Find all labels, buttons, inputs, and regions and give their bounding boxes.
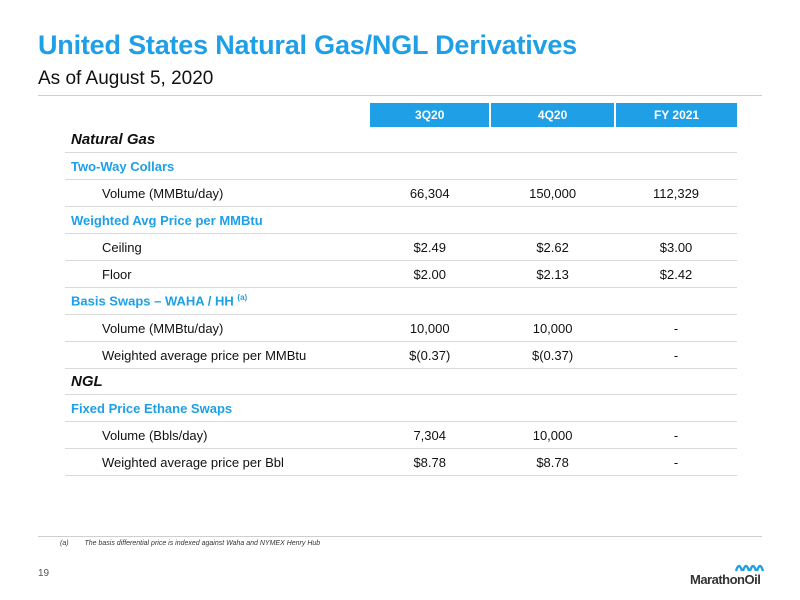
subsection-label: Two-Way Collars — [65, 152, 737, 180]
footnote-divider — [38, 536, 762, 537]
cell-value: $2.13 — [490, 260, 616, 288]
section-label: NGL — [65, 368, 737, 395]
footnote-mark: (a) — [60, 540, 69, 547]
cell-value: $3.00 — [615, 233, 737, 261]
table-row: Weighted average price per Bbl $8.78 $8.… — [65, 448, 737, 476]
row-label: Weighted average price per Bbl — [65, 448, 370, 476]
page-number: 19 — [38, 568, 50, 579]
subsection-label: Basis Swaps – WAHA / HH — [71, 293, 234, 309]
cell-value: $2.62 — [490, 233, 616, 261]
subsection-weighted-avg-price: Weighted Avg Price per MMBtu — [65, 206, 737, 234]
subsection-label: Fixed Price Ethane Swaps — [65, 394, 737, 422]
cell-value: - — [615, 448, 737, 476]
section-natural-gas: Natural Gas — [65, 127, 737, 153]
row-label: Volume (MMBtu/day) — [65, 314, 370, 342]
row-label: Floor — [65, 260, 370, 288]
subsection-two-way-collars: Two-Way Collars — [65, 152, 737, 180]
header-blank — [65, 103, 370, 127]
column-header-4q20: 4Q20 — [489, 103, 616, 127]
cell-value: $8.78 — [490, 448, 616, 476]
row-label: Ceiling — [65, 233, 370, 261]
column-header-fy2021: FY 2021 — [614, 103, 737, 127]
row-label: Volume (MMBtu/day) — [65, 179, 370, 207]
section-ngl: NGL — [65, 368, 737, 395]
table-row: Volume (MMBtu/day) 66,304 150,000 112,32… — [65, 179, 737, 207]
footnote: (a) The basis differential price is inde… — [60, 540, 320, 547]
cell-value: $(0.37) — [490, 341, 616, 369]
cell-value: 7,304 — [369, 421, 491, 449]
footnote-text: The basis differential price is indexed … — [84, 540, 321, 547]
title-divider — [38, 95, 762, 96]
page-title: United States Natural Gas/NGL Derivative… — [38, 30, 577, 60]
subsection-ethane-swaps: Fixed Price Ethane Swaps — [65, 394, 737, 422]
section-label: Natural Gas — [65, 127, 737, 153]
cell-value: 10,000 — [490, 421, 616, 449]
logo-mark-icon — [734, 564, 765, 572]
table-row: Volume (MMBtu/day) 10,000 10,000 - — [65, 314, 737, 342]
cell-value: $(0.37) — [369, 341, 491, 369]
table-header-row: 3Q20 4Q20 FY 2021 — [65, 103, 737, 127]
cell-value: - — [615, 421, 737, 449]
logo-text-oil: Oil — [744, 572, 761, 587]
column-header-3q20: 3Q20 — [368, 103, 491, 127]
derivatives-table: 3Q20 4Q20 FY 2021 Natural Gas Two-Way Co… — [65, 103, 737, 476]
table-row: Weighted average price per MMBtu $(0.37)… — [65, 341, 737, 369]
logo-text-marathon: Marathon — [690, 572, 745, 587]
cell-value: - — [615, 314, 737, 342]
marathon-oil-logo: MarathonOil — [690, 560, 766, 588]
logo-text: MarathonOil — [690, 572, 761, 587]
table-row: Ceiling $2.49 $2.62 $3.00 — [65, 233, 737, 261]
cell-value: $2.49 — [369, 233, 491, 261]
cell-value: $2.00 — [369, 260, 491, 288]
cell-value: $8.78 — [369, 448, 491, 476]
footnote-reference: (a) — [237, 293, 248, 303]
subsection-cell: Basis Swaps – WAHA / HH (a) — [65, 287, 737, 315]
cell-value: - — [615, 341, 737, 369]
row-label: Weighted average price per MMBtu — [65, 341, 370, 369]
cell-value: 150,000 — [490, 179, 616, 207]
table-row: Volume (Bbls/day) 7,304 10,000 - — [65, 421, 737, 449]
cell-value: 10,000 — [369, 314, 491, 342]
page-subtitle: As of August 5, 2020 — [38, 68, 214, 89]
cell-value: 10,000 — [490, 314, 616, 342]
subsection-basis-swaps: Basis Swaps – WAHA / HH (a) — [65, 287, 737, 315]
cell-value: $2.42 — [615, 260, 737, 288]
subsection-label: Weighted Avg Price per MMBtu — [65, 206, 737, 234]
table-row: Floor $2.00 $2.13 $2.42 — [65, 260, 737, 288]
cell-value: 112,329 — [615, 179, 737, 207]
cell-value: 66,304 — [369, 179, 491, 207]
row-label: Volume (Bbls/day) — [65, 421, 370, 449]
